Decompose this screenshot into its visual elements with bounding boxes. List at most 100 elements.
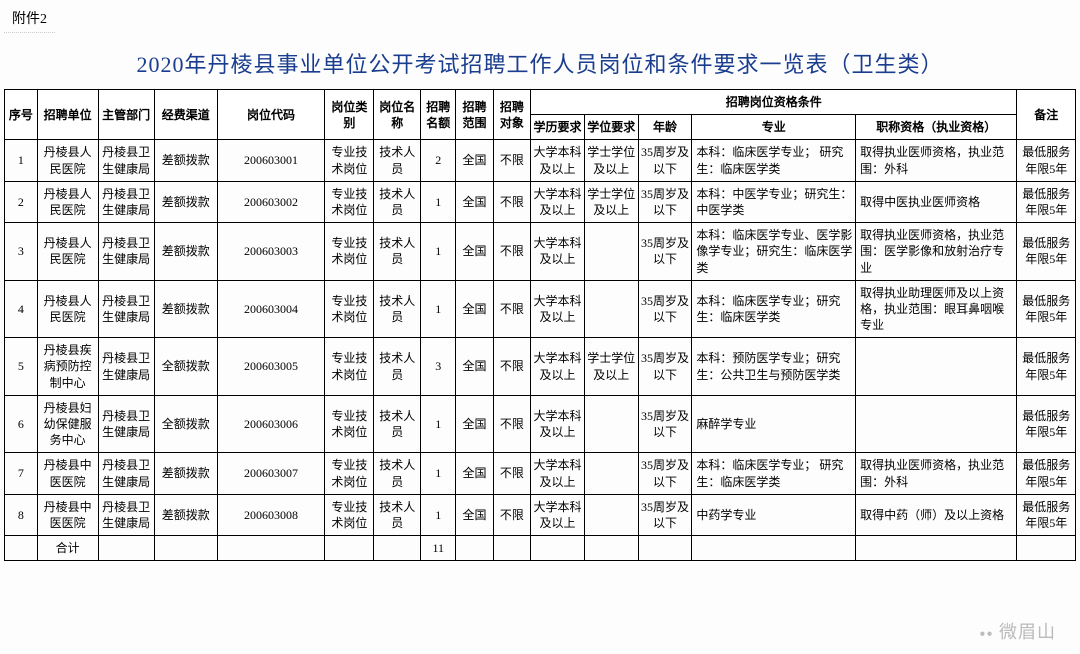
cell-major: 本科：临床医学专业； 研究生：临床医学类 [692,140,856,181]
cell-fund: 差额拨款 [154,453,217,494]
table-row: 7丹棱县中医医院丹棱县卫生健康局差额拨款200603007专业技术岗位技术人员1… [5,453,1076,494]
table-row: 3丹棱县人民医院丹棱县卫生健康局差额拨款200603003专业技术岗位技术人员1… [5,223,1076,281]
table-row: 4丹棱县人民医院丹棱县卫生健康局差额拨款200603004专业技术岗位技术人员1… [5,280,1076,338]
cell-deg: 学士学位及以上 [584,140,638,181]
th-seq: 序号 [5,90,38,140]
cell-name: 技术人员 [374,280,421,338]
cell-unit: 丹棱县人民医院 [37,140,98,181]
cell-qual [856,395,1017,453]
cell-edu: 大学本科及以上 [531,280,585,338]
attachment-label: 附件2 [4,4,55,33]
cell-obj: 不限 [493,181,530,222]
cell-unit: 丹棱县疾病预防控制中心 [37,338,98,396]
total-count: 11 [421,536,456,561]
cell-name: 技术人员 [374,223,421,281]
cell-cat: 专业技术岗位 [325,494,374,535]
cell-fund: 全额拨款 [154,338,217,396]
watermark-text: 微眉山 [999,622,1056,642]
th-obj: 招聘对象 [493,90,530,140]
cell-age: 35周岁及以下 [638,181,692,222]
cell-qual: 取得执业医师资格，执业范围：医学影像和放射治疗专业 [856,223,1017,281]
cell-age: 35周岁及以下 [638,494,692,535]
cell-qual: 取得中药（师）及以上资格 [856,494,1017,535]
cell-scope: 全国 [456,453,493,494]
table-row: 6丹棱县妇幼保健服务中心丹棱县卫生健康局全额拨款200603006专业技术岗位技… [5,395,1076,453]
cell-fund: 差额拨款 [154,280,217,338]
cell-unit: 丹棱县人民医院 [37,280,98,338]
cell-cat: 专业技术岗位 [325,280,374,338]
cell-age: 35周岁及以下 [638,280,692,338]
th-code: 岗位代码 [217,90,325,140]
cell-fund: 差额拨款 [154,181,217,222]
cell-age: 35周岁及以下 [638,140,692,181]
th-fund: 经费渠道 [154,90,217,140]
cell-name: 技术人员 [374,395,421,453]
total-blank [5,536,38,561]
cell-cnt: 1 [421,223,456,281]
cell-code: 200603003 [217,223,325,281]
cell-qual: 取得中医执业医师资格 [856,181,1017,222]
cell-code: 200603001 [217,140,325,181]
cell-dept: 丹棱县卫生健康局 [98,395,154,453]
cell-edu: 大学本科及以上 [531,140,585,181]
cell-major: 本科：中医学专业；研究生：中医学类 [692,181,856,222]
cell-seq: 8 [5,494,38,535]
cell-scope: 全国 [456,223,493,281]
cell-deg [584,395,638,453]
cell-seq: 2 [5,181,38,222]
cell-qual: 取得执业助理医师及以上资格，执业范围：眼耳鼻咽喉专业 [856,280,1017,338]
cell-obj: 不限 [493,395,530,453]
cell-qual: 取得执业医师资格，执业范围：外科 [856,453,1017,494]
cell-fund: 差额拨款 [154,140,217,181]
cell-name: 技术人员 [374,338,421,396]
cell-deg [584,280,638,338]
cell-obj: 不限 [493,280,530,338]
table-body: 1丹棱县人民医院丹棱县卫生健康局差额拨款200603001专业技术岗位技术人员2… [5,140,1076,536]
th-unit: 招聘单位 [37,90,98,140]
cell-unit: 丹棱县妇幼保健服务中心 [37,395,98,453]
cell-code: 200603002 [217,181,325,222]
cell-note: 最低服务年限5年 [1017,140,1076,181]
th-deg: 学位要求 [584,115,638,140]
cell-cnt: 1 [421,453,456,494]
cell-fund: 差额拨款 [154,494,217,535]
cell-dept: 丹棱县卫生健康局 [98,223,154,281]
cell-seq: 6 [5,395,38,453]
th-edu: 学历要求 [531,115,585,140]
cell-dept: 丹棱县卫生健康局 [98,140,154,181]
cell-qual: 取得执业医师资格，执业范围：外科 [856,140,1017,181]
cell-major: 本科：临床医学专业；研究生：临床医学类 [692,280,856,338]
cell-scope: 全国 [456,338,493,396]
table-head: 序号 招聘单位 主管部门 经费渠道 岗位代码 岗位类别 岗位名称 招聘名额 招聘… [5,90,1076,140]
table-row: 8丹棱县中医医院丹棱县卫生健康局差额拨款200603008专业技术岗位技术人员1… [5,494,1076,535]
cell-dept: 丹棱县卫生健康局 [98,280,154,338]
cell-cnt: 1 [421,181,456,222]
table-row: 5丹棱县疾病预防控制中心丹棱县卫生健康局全额拨款200603005专业技术岗位技… [5,338,1076,396]
cell-major: 本科：临床医学专业、医学影像学专业；研究生：临床医学类 [692,223,856,281]
cell-qual [856,338,1017,396]
cell-seq: 5 [5,338,38,396]
cell-note: 最低服务年限5年 [1017,494,1076,535]
cell-obj: 不限 [493,140,530,181]
th-major: 专业 [692,115,856,140]
cell-code: 200603005 [217,338,325,396]
cell-unit: 丹棱县中医医院 [37,494,98,535]
cell-obj: 不限 [493,223,530,281]
cell-cnt: 1 [421,280,456,338]
page-title: 2020年丹棱县事业单位公开考试招聘工作人员岗位和条件要求一览表（卫生类） [4,47,1076,79]
cell-edu: 大学本科及以上 [531,453,585,494]
cell-deg [584,453,638,494]
cell-major: 本科：预防医学专业；研究生：公共卫生与预防医学类 [692,338,856,396]
total-label: 合计 [37,536,98,561]
cell-major: 中药学专业 [692,494,856,535]
cell-obj: 不限 [493,338,530,396]
cell-cat: 专业技术岗位 [325,395,374,453]
cell-cnt: 2 [421,140,456,181]
cell-unit: 丹棱县人民医院 [37,181,98,222]
cell-fund: 全额拨款 [154,395,217,453]
cell-edu: 大学本科及以上 [531,181,585,222]
cell-cat: 专业技术岗位 [325,223,374,281]
th-cnt: 招聘名额 [421,90,456,140]
th-dept: 主管部门 [98,90,154,140]
cell-code: 200603008 [217,494,325,535]
